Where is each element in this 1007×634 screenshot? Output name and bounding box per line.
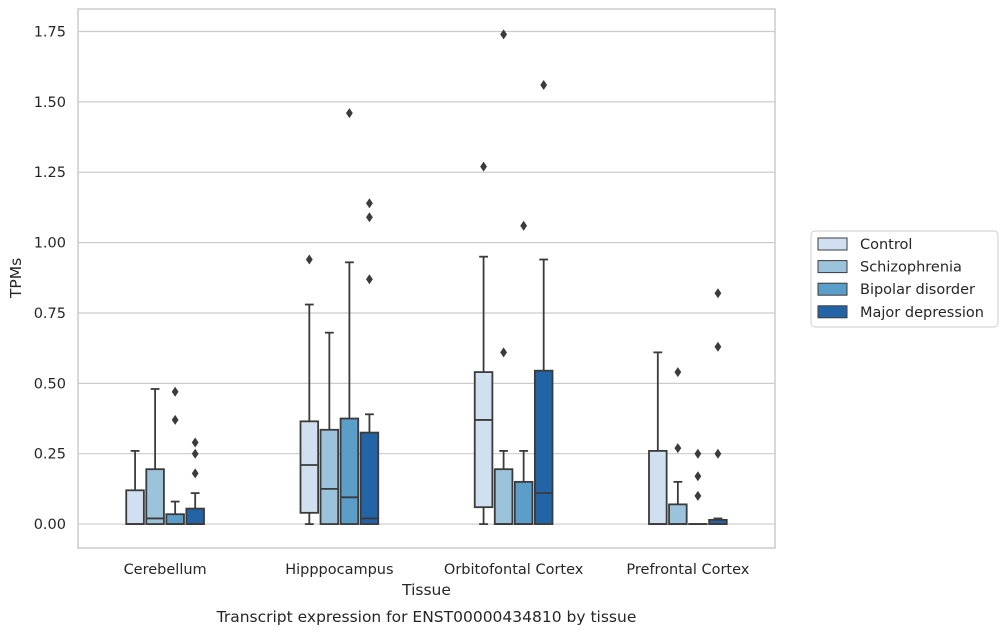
box-body (648, 449, 668, 525)
legend-frame (810, 230, 999, 328)
box-body (359, 431, 380, 525)
outlier-point (171, 386, 179, 397)
outlier-point (366, 212, 373, 223)
outlier-point (191, 468, 199, 479)
plot-background (78, 9, 775, 548)
outlier-point (694, 448, 702, 459)
box-body (125, 489, 145, 525)
y-tick-labels: 0.00 0.25 0.50 0.75 1.00 1.25 1.50 1.75 (34, 25, 66, 534)
y-tick-label: 0.50 (34, 376, 66, 392)
box-major-depression (185, 437, 205, 525)
x-axis-title: Tissue (401, 581, 451, 599)
y-tick-label: 1.25 (34, 165, 66, 181)
box-schizophrenia (145, 388, 165, 525)
outlier-point (520, 220, 528, 231)
outlier-point (714, 448, 722, 459)
y-axis-title: TPMs (7, 258, 25, 299)
box-bipolar-disorder (688, 448, 708, 525)
box-control (648, 351, 668, 525)
outlier-point (714, 341, 722, 352)
box-body (165, 513, 185, 525)
outlier-point (345, 108, 353, 119)
box-schizophrenia (493, 29, 514, 525)
outlier-point (500, 347, 508, 358)
legend-label: Schizophrenia (860, 260, 962, 276)
outlier-point (191, 448, 199, 459)
box-schizophrenia (668, 367, 688, 525)
y-tick-label: 1.00 (34, 236, 66, 252)
outlier-point (694, 490, 702, 501)
outlier-point (305, 254, 313, 265)
box-body (319, 428, 340, 525)
outlier-point (694, 471, 702, 482)
x-tick-label: Prefrontal Cortex (626, 562, 749, 578)
box-body (668, 503, 688, 525)
legend-label: Major depression (860, 305, 984, 321)
legend: Control Schizophrenia Bipolar disorder Majo… (810, 230, 999, 328)
box-schizophrenia (319, 331, 340, 525)
box-body (145, 468, 165, 525)
legend-swatch (817, 237, 848, 251)
box-plot-series (125, 29, 728, 525)
box-body (299, 420, 320, 514)
y-tick-label: 0.00 (34, 517, 66, 533)
x-tick-label: Orbitofontal Cortex (444, 562, 584, 578)
y-tick-label: 1.50 (34, 95, 66, 111)
plot-frame (77, 8, 776, 549)
x-tick-label: Hipppocampus (285, 562, 393, 578)
outlier-point (674, 443, 682, 454)
legend-swatch (817, 282, 848, 296)
outlier-point (540, 79, 548, 90)
outlier-point (366, 274, 373, 285)
box-bipolar-disorder (165, 386, 185, 525)
y-tick-label: 1.75 (34, 25, 66, 41)
y-tick-label: 0.25 (34, 447, 66, 463)
box-control (473, 161, 494, 525)
legend-label: Bipolar disorder (860, 282, 975, 298)
box-control (125, 449, 145, 525)
legend-label: Control (860, 237, 912, 253)
box-body (185, 507, 205, 525)
outlier-point (674, 367, 682, 378)
outlier-point (714, 288, 722, 299)
outlier-point (171, 414, 179, 425)
box-control (299, 254, 320, 525)
box-bipolar-disorder (513, 220, 534, 525)
legend-swatch (817, 305, 848, 319)
legend-swatch (817, 260, 848, 274)
x-tick-label: Cerebellum (124, 562, 207, 578)
box-major-depression (359, 198, 380, 525)
y-tick-label: 0.75 (34, 306, 66, 322)
box-body (493, 468, 514, 525)
box-major-depression (533, 79, 554, 525)
box-major-depression (708, 288, 728, 525)
outlier-point (500, 29, 508, 40)
outlier-point (366, 198, 373, 209)
outlier-point (191, 437, 199, 448)
box-body (339, 417, 360, 525)
chart-caption: Transcript expression for ENST0000043481… (216, 608, 637, 626)
box-body (473, 371, 494, 509)
outlier-point (480, 161, 487, 172)
x-tick-labels: Cerebellum Hipppocampus Orbitofontal Corte… (124, 562, 750, 578)
box-body (533, 369, 554, 525)
box-bipolar-disorder (339, 108, 360, 525)
box-body (513, 480, 534, 525)
